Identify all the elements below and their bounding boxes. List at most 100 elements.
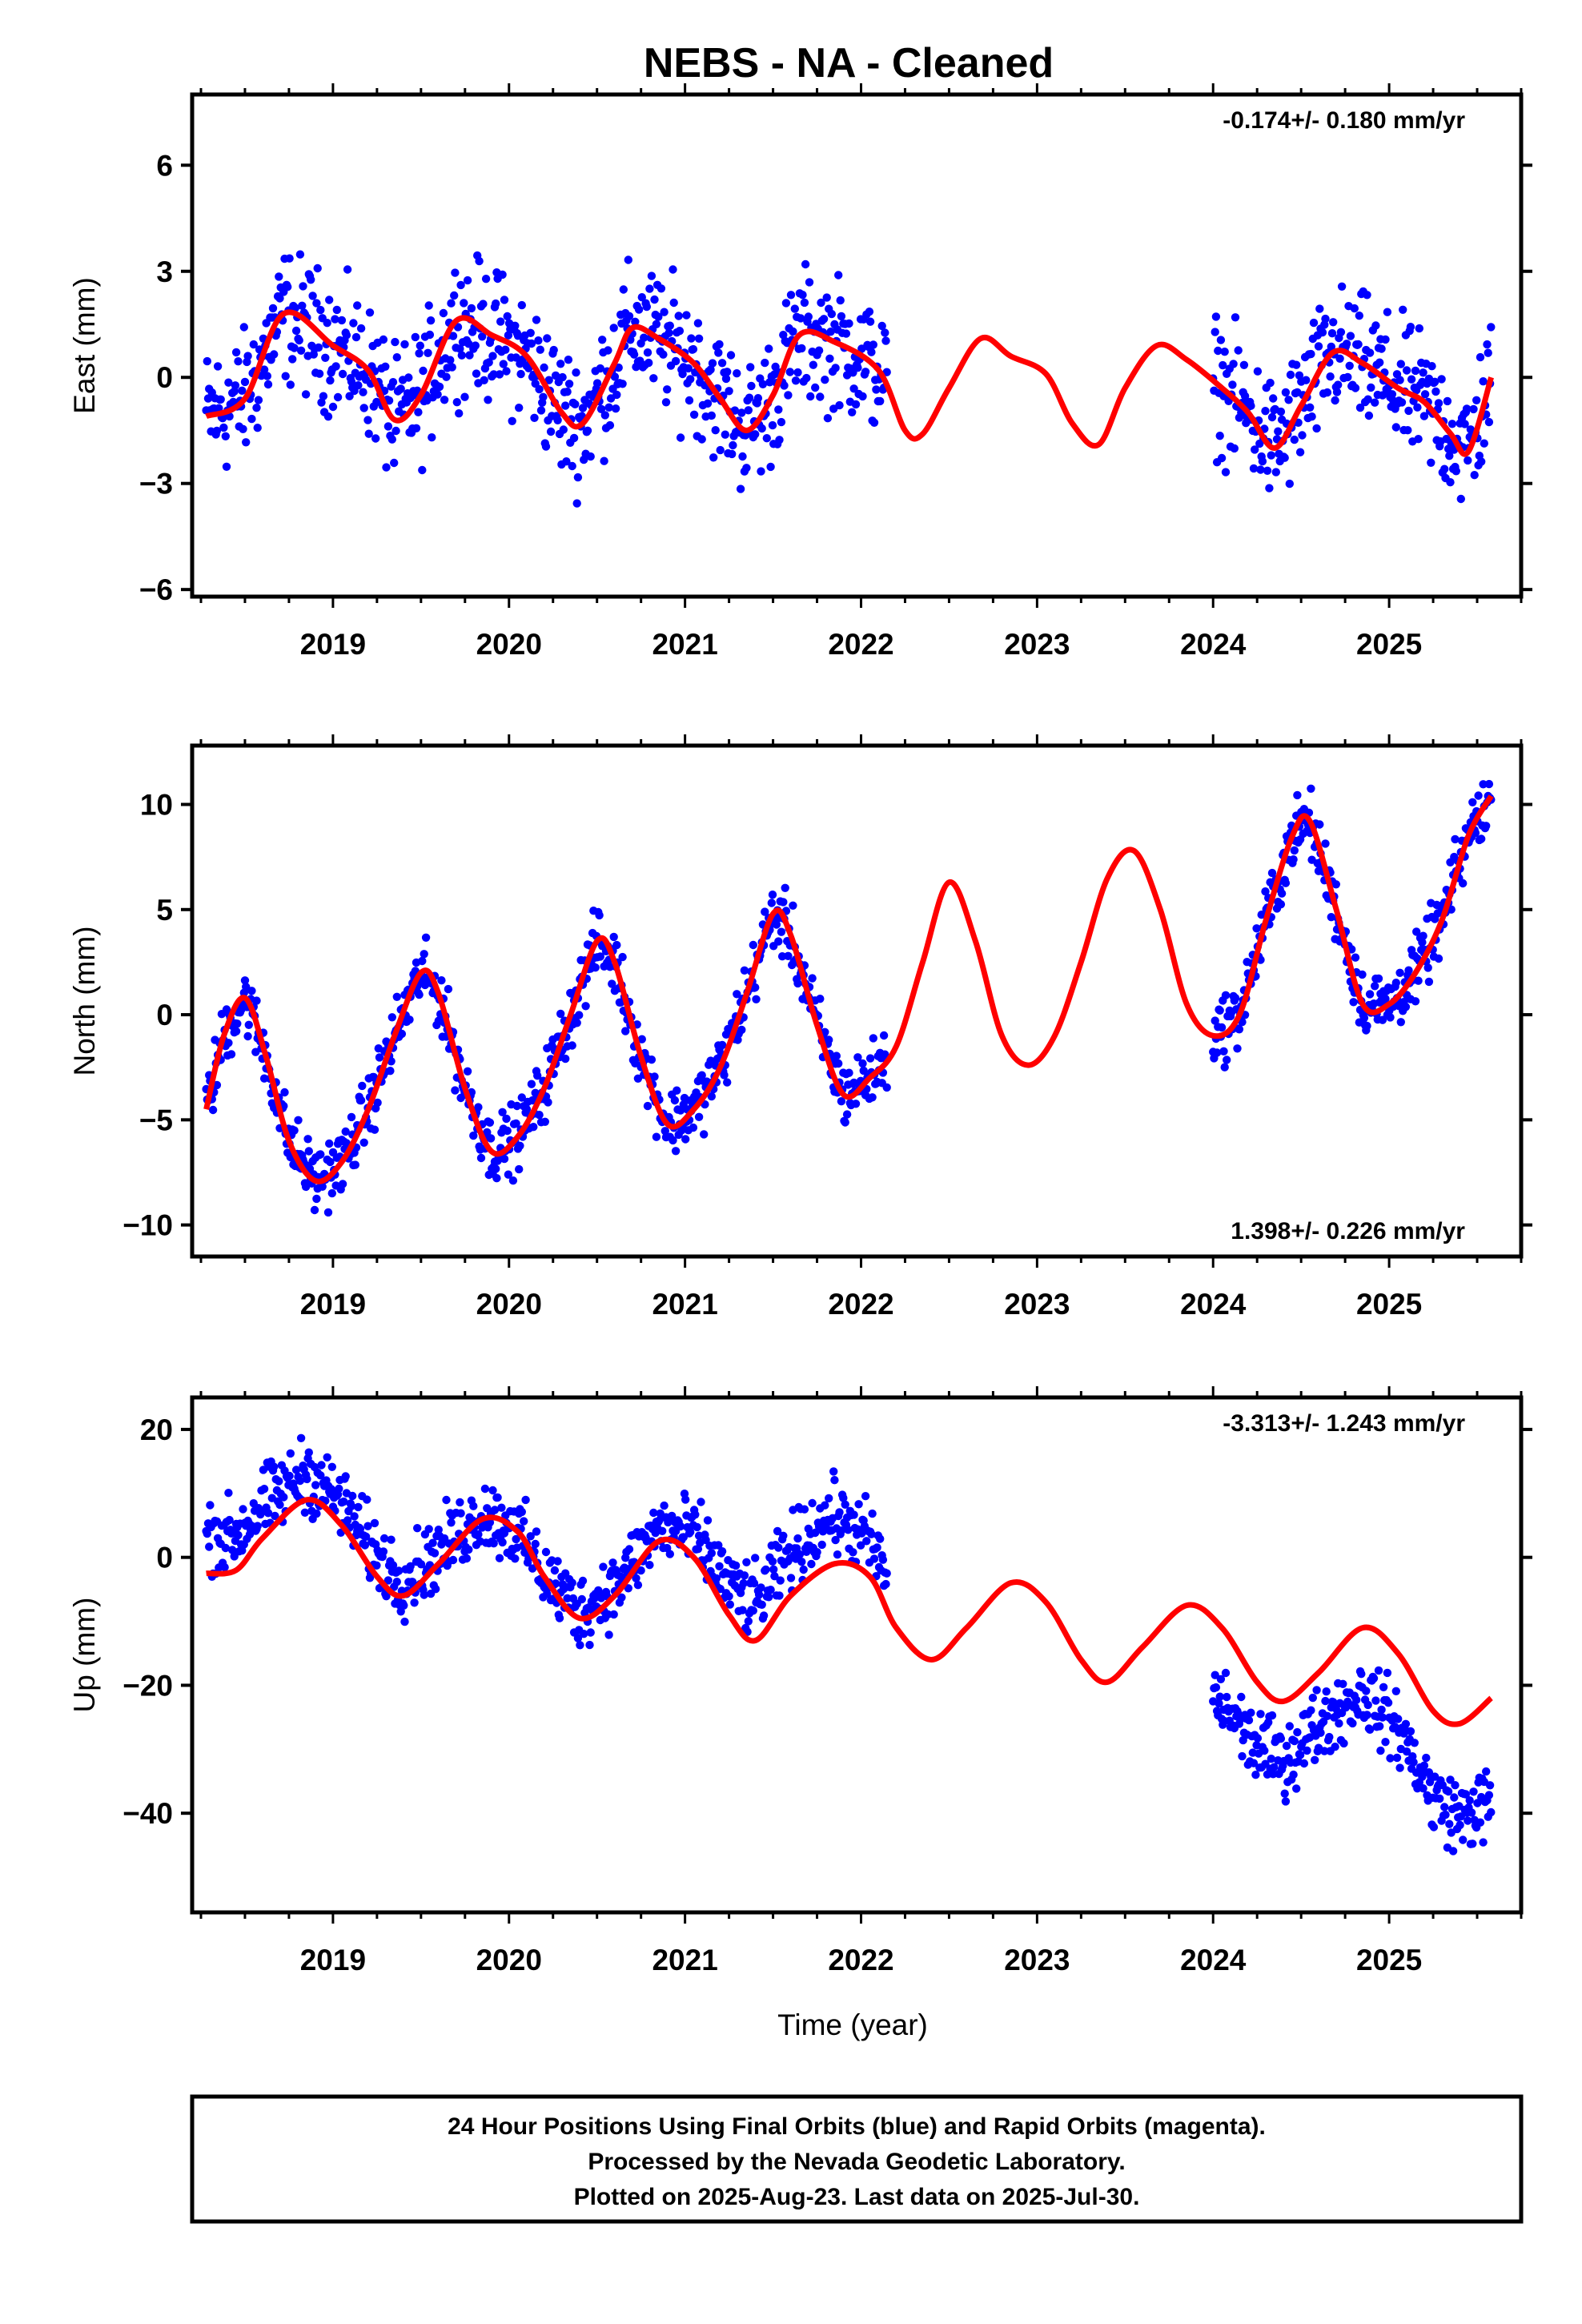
up-point [749, 1578, 759, 1588]
up-point [205, 1542, 214, 1551]
up-point [495, 1554, 504, 1562]
east-point [1456, 494, 1466, 504]
east-point [865, 317, 875, 326]
north-point [1351, 953, 1360, 962]
up-point [1473, 1799, 1482, 1807]
east-point [568, 461, 576, 471]
up-point [681, 1495, 690, 1504]
up-xtick-label: 2023 [1004, 1944, 1070, 1976]
east-point [471, 341, 480, 350]
footer-line-1: 24 Hour Positions Using Final Orbits (bl… [448, 2113, 1266, 2140]
up-point [1267, 1711, 1277, 1720]
up-point [716, 1584, 725, 1594]
east-point [1354, 340, 1363, 349]
north-point [572, 1019, 581, 1027]
east-point [610, 372, 620, 381]
north-point [492, 1164, 500, 1173]
up-point [1440, 1803, 1449, 1811]
up-point [841, 1500, 849, 1510]
up-point [206, 1501, 215, 1510]
north-point [463, 1067, 472, 1076]
up-point [1375, 1722, 1384, 1731]
east-point [711, 426, 720, 435]
up-point [837, 1526, 846, 1535]
east-point [1427, 458, 1435, 467]
east-point [1269, 394, 1278, 403]
up-point [577, 1594, 586, 1604]
north-point [772, 920, 781, 929]
east-point [746, 363, 755, 372]
up-point [286, 1449, 295, 1458]
north-point [561, 1054, 570, 1063]
east-point [285, 254, 294, 263]
north-point [608, 979, 616, 988]
east-point [312, 299, 321, 308]
north-point [1412, 927, 1421, 936]
east-point [354, 381, 363, 390]
east-point [231, 348, 241, 357]
north-point [512, 1101, 521, 1111]
up-point [317, 1461, 326, 1470]
north-point [1474, 791, 1483, 800]
east-point [612, 390, 621, 400]
east-point [798, 291, 807, 300]
north-point [351, 1160, 359, 1169]
east-point [586, 452, 595, 461]
up-point [768, 1557, 777, 1566]
east-point [1413, 403, 1422, 412]
east-point [640, 333, 648, 342]
east-point [652, 320, 661, 328]
north-point [832, 1051, 841, 1060]
east-point [661, 398, 671, 407]
east-point [837, 312, 846, 321]
up-point [339, 1497, 348, 1506]
east-point [400, 340, 409, 349]
up-point [825, 1494, 833, 1503]
north-point [522, 1104, 532, 1114]
north-point [1331, 880, 1341, 889]
east-point [1261, 407, 1270, 416]
east-point [1284, 396, 1293, 404]
up-point [742, 1558, 751, 1567]
east-point [790, 304, 799, 313]
north-point [612, 940, 621, 950]
east-point [861, 368, 870, 376]
footer-line-2: Processed by the Nevada Geodetic Laborat… [588, 2149, 1125, 2175]
east-point [858, 392, 867, 401]
north-point [575, 1011, 584, 1019]
up-point [576, 1641, 584, 1650]
east-point [283, 283, 292, 292]
north-xtick-label: 2019 [300, 1288, 366, 1321]
up-point [400, 1601, 408, 1610]
up-point [1238, 1751, 1247, 1761]
north-point [498, 1108, 507, 1117]
north-point [483, 1128, 492, 1137]
up-point [715, 1562, 724, 1571]
east-point [428, 433, 436, 442]
east-point [689, 344, 698, 354]
east-point [447, 299, 456, 308]
east-point [539, 392, 548, 401]
east-point [371, 434, 380, 443]
east-point [1307, 412, 1316, 421]
up-point [807, 1559, 816, 1569]
east-point [1290, 435, 1299, 444]
east-point [659, 350, 668, 359]
east-xtick-label: 2021 [652, 628, 717, 661]
east-point [848, 408, 857, 416]
north-point [837, 1097, 846, 1106]
east-point [1215, 432, 1224, 440]
up-point [295, 1476, 305, 1486]
north-point [469, 1131, 478, 1140]
east-point [433, 390, 442, 399]
north-point [1219, 1047, 1228, 1056]
north-point [858, 1059, 867, 1068]
north-xtick-label: 2023 [1004, 1288, 1070, 1321]
north-point [749, 940, 757, 950]
east-point [452, 398, 461, 407]
east-point [774, 405, 783, 414]
east-point [239, 424, 247, 433]
up-point [802, 1547, 811, 1557]
east-point [596, 364, 604, 373]
east-point [1271, 468, 1281, 476]
